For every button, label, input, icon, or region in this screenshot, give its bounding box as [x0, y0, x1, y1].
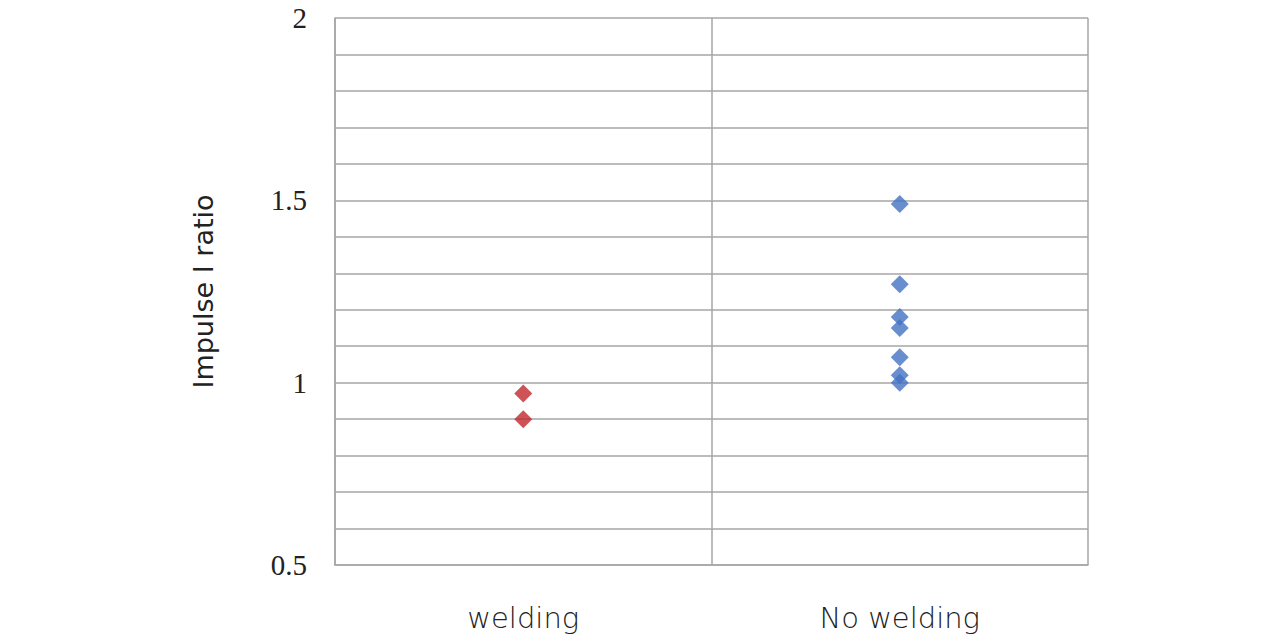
svg-text:welding: welding — [467, 601, 579, 635]
svg-text:2: 2 — [293, 2, 308, 34]
svg-text:1.5: 1.5 — [271, 184, 307, 216]
svg-text:1: 1 — [293, 367, 308, 399]
svg-text:No welding: No welding — [819, 601, 980, 635]
svg-text:0.5: 0.5 — [271, 549, 307, 581]
svg-text:Impulse I ratio: Impulse I ratio — [188, 194, 219, 388]
